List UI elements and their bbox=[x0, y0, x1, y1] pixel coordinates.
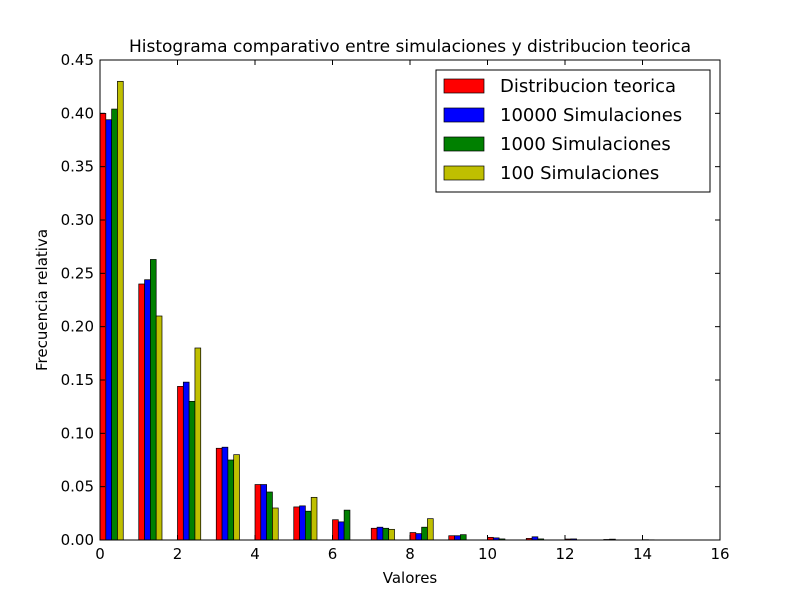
x-tick-label: 6 bbox=[328, 545, 338, 563]
y-tick-label: 0.45 bbox=[61, 51, 94, 69]
bar-3-1 bbox=[150, 259, 157, 541]
y-tick-label: 0.20 bbox=[61, 318, 94, 336]
bar-1-1 bbox=[138, 283, 145, 541]
bar-1-7 bbox=[370, 527, 378, 541]
y-axis-label: Frecuencia relativa bbox=[33, 229, 51, 371]
bar-1-2 bbox=[177, 386, 184, 541]
bar-2-9 bbox=[454, 535, 461, 541]
bar-4-8 bbox=[427, 518, 434, 541]
y-tick-label: 0.05 bbox=[61, 478, 94, 496]
x-tick-label: 16 bbox=[710, 545, 729, 563]
legend-swatch bbox=[443, 78, 485, 94]
bar-1-8 bbox=[409, 532, 417, 541]
x-tick-label: 0 bbox=[95, 545, 105, 563]
x-tick-label: 4 bbox=[250, 545, 260, 563]
bar-4-4 bbox=[272, 507, 279, 541]
x-tick-label: 10 bbox=[478, 545, 497, 563]
bar-4-1 bbox=[155, 315, 163, 541]
bar-3-8 bbox=[421, 526, 428, 541]
bar-1-5 bbox=[293, 506, 300, 541]
chart-title: Histograma comparativo entre simulacione… bbox=[129, 37, 691, 57]
bar-4-0 bbox=[117, 80, 124, 541]
bar-2-0 bbox=[105, 119, 112, 541]
bar-2-3 bbox=[221, 446, 229, 541]
x-tick-label: 8 bbox=[405, 545, 415, 563]
bar-2-2 bbox=[182, 381, 190, 541]
bar-3-3 bbox=[227, 459, 235, 541]
bar-1-6 bbox=[332, 519, 339, 541]
legend-swatch bbox=[443, 136, 485, 152]
bar-1-9 bbox=[448, 535, 455, 541]
bar-3-4 bbox=[266, 491, 273, 541]
bar-2-5 bbox=[299, 505, 306, 541]
bar-3-2 bbox=[188, 400, 196, 541]
bar-3-0 bbox=[111, 108, 118, 541]
axis-ticks: 0 2 4 6 8 10 12 14 16 0.00 0.05 0.10 0.15 0.20 0.25 0.3… bbox=[61, 51, 730, 563]
bar-1-3 bbox=[215, 447, 223, 541]
y-tick-label: 0.35 bbox=[61, 158, 94, 176]
bar-3-9 bbox=[460, 534, 467, 541]
legend-swatch bbox=[443, 165, 485, 181]
bar-2-6 bbox=[337, 521, 345, 541]
legend-entry: 10000 Simulaciones bbox=[500, 105, 682, 126]
legend-entry: 100 Simulaciones bbox=[500, 163, 659, 184]
bar-4-5 bbox=[310, 496, 318, 541]
bar-2-1 bbox=[144, 279, 151, 541]
bar-2-8 bbox=[415, 533, 422, 541]
bar-4-2 bbox=[194, 347, 202, 541]
bar-3-5 bbox=[305, 510, 312, 541]
x-tick-label: 12 bbox=[555, 545, 574, 563]
y-tick-label: 0.00 bbox=[61, 531, 94, 549]
y-tick-label: 0.25 bbox=[61, 264, 94, 282]
x-tick-label: 14 bbox=[633, 545, 652, 563]
bar-4-7 bbox=[388, 528, 395, 541]
y-tick-label: 0.10 bbox=[61, 424, 94, 442]
bar-3-7 bbox=[382, 527, 390, 541]
bar-1-4 bbox=[254, 484, 262, 541]
x-tick-label: 2 bbox=[173, 545, 183, 563]
y-tick-label: 0.40 bbox=[61, 104, 94, 122]
bar-3-6 bbox=[343, 509, 351, 541]
bar-2-4 bbox=[260, 484, 267, 541]
legend-entry: 1000 Simulaciones bbox=[500, 134, 671, 155]
legend-entry: Distribucion teorica bbox=[500, 76, 676, 97]
legend-swatch bbox=[443, 107, 485, 123]
bar-4-3 bbox=[233, 454, 240, 541]
y-tick-label: 0.15 bbox=[61, 371, 94, 389]
x-axis-label: Valores bbox=[383, 569, 438, 587]
y-tick-label: 0.30 bbox=[61, 211, 94, 229]
bar-2-7 bbox=[376, 526, 384, 541]
legend: Distribucion teorica 10000 Simulaciones 10… bbox=[435, 69, 711, 193]
